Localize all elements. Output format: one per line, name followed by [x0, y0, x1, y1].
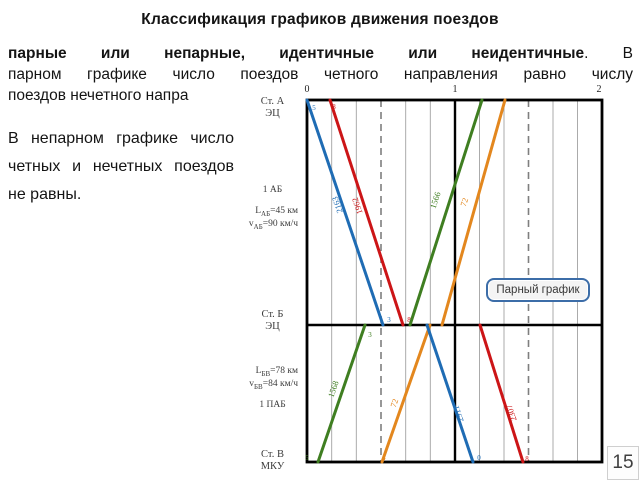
- minute-digit: 8: [407, 316, 411, 324]
- section-ab-speed-label: vАБ=90 км/ч: [224, 218, 298, 234]
- section-bv-length-label: LБВ=78 км: [224, 365, 298, 381]
- speed-subscript: БВ: [254, 382, 263, 391]
- minute-digit: 4: [382, 454, 386, 462]
- station-a-label: Ст. А ЭЦ: [245, 96, 300, 120]
- station-b-name: Ст. Б: [261, 309, 284, 320]
- train-line-1568: [316, 323, 367, 464]
- train-number-label: 2911: [451, 404, 466, 423]
- train-number-label: 1568: [326, 379, 341, 398]
- minute-digit: 3: [368, 331, 372, 339]
- speed-symbol: v: [249, 379, 255, 389]
- bold-lead-text: парные или непарные, идентичные или неид…: [8, 45, 585, 62]
- paragraph-top-line3: поездов нечетного напра: [8, 87, 189, 104]
- train-line-72: [380, 323, 432, 464]
- train-number-label: 2307: [504, 403, 519, 422]
- slide-number: 15: [607, 446, 639, 480]
- minute-digit: 5: [305, 454, 309, 462]
- section-bv-speed-label: vБВ=84 км/ч: [224, 378, 298, 394]
- train-number-label: 72: [388, 397, 400, 408]
- length-subscript: БВ: [261, 369, 271, 378]
- station-v-name: Ст. В: [261, 449, 284, 460]
- station-a-name: Ст. А: [260, 96, 285, 107]
- section-ab-track-label: 1 АБ: [262, 185, 283, 195]
- paragraph-left-line3: не равны.: [8, 186, 82, 203]
- paragraph-left: В непарном графике число четных и нечетн…: [8, 125, 234, 209]
- train-line-1566: [408, 98, 484, 327]
- train-line-2163: [305, 98, 385, 327]
- paragraph-top: парные или непарные, идентичные или неид…: [8, 43, 633, 106]
- train-line-2911: [425, 323, 475, 464]
- train-number-label: 1566: [428, 190, 443, 209]
- minute-digit: 0: [477, 454, 481, 462]
- station-b-label: Ст. Б ЭЦ: [245, 309, 300, 333]
- speed-value: =90 км/ч: [262, 219, 298, 229]
- speed-symbol: v: [248, 219, 254, 229]
- station-v-label: Ст. В МКУ: [245, 449, 300, 473]
- length-subscript: АБ: [261, 209, 271, 218]
- speed-subscript: АБ: [253, 222, 263, 231]
- station-b-system: ЭЦ: [265, 321, 280, 332]
- train-number-label: 72: [458, 196, 470, 207]
- speed-value: =84 км/ч: [262, 379, 298, 389]
- paragraph-top-line2: парном графике число поездов четного нап…: [8, 66, 633, 83]
- section-bv-track-label: 1 ПАБ: [259, 400, 286, 410]
- section-ab-length-label: LАБ=45 км: [224, 205, 298, 221]
- station-a-system: ЭЦ: [265, 108, 280, 119]
- slide-title: Классификация графиков движения поездов: [141, 11, 499, 28]
- parny-grafik-callout: Парный график: [486, 278, 590, 302]
- train-number-label: 2163: [330, 195, 345, 214]
- lead-text-tail: . В: [584, 45, 633, 62]
- train-line-1962: [328, 98, 405, 327]
- length-symbol: L: [255, 366, 262, 376]
- length-value: =45 км: [270, 206, 298, 216]
- length-symbol: L: [255, 206, 262, 216]
- train-number-label: 1962: [350, 196, 365, 215]
- paragraph-top-line1: парные или непарные, идентичные или неид…: [8, 43, 633, 64]
- minute-digit: 8: [525, 455, 529, 463]
- length-value: =78 км: [270, 366, 298, 376]
- paragraph-left-line1: В непарном графике число: [8, 130, 234, 147]
- station-v-system: МКУ: [260, 461, 285, 472]
- train-line-2307: [478, 323, 525, 464]
- minute-digit: 3: [387, 316, 391, 324]
- paragraph-left-line2: четных и нечетных поездов: [8, 158, 234, 175]
